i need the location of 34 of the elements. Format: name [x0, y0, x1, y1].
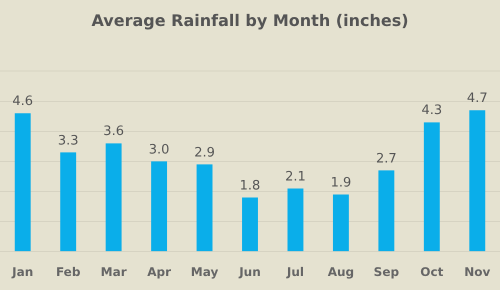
bar [288, 188, 304, 252]
x-tick-label: Feb [56, 264, 81, 279]
x-tick-label: Nov [464, 264, 491, 279]
data-label: 3.3 [58, 133, 79, 148]
bar [60, 152, 76, 252]
bar [242, 197, 258, 252]
x-tick-label: Sep [374, 264, 400, 279]
data-label: 4.7 [466, 91, 488, 106]
bar [378, 170, 394, 252]
data-label: 4.6 [12, 94, 34, 110]
data-label: 2.7 [376, 151, 397, 166]
data-label: 1.9 [330, 175, 352, 190]
data-label: 3.6 [103, 124, 124, 140]
bar [332, 194, 349, 252]
x-tick-label: Jun [238, 264, 261, 279]
bar [151, 161, 168, 252]
bar [14, 113, 31, 252]
data-label: 1.8 [240, 178, 260, 194]
x-tick-label: Oct [420, 264, 444, 279]
x-tick-label: Jul [286, 264, 304, 279]
x-tick-label: Aug [328, 264, 354, 279]
data-label: 4.3 [421, 103, 442, 118]
bar [424, 122, 440, 252]
x-tick-label: Apr [147, 264, 172, 279]
data-label: 2.1 [285, 169, 306, 184]
chart-title: Average Rainfall by Month (inches) [91, 10, 409, 30]
bar [106, 143, 122, 252]
bar [469, 110, 486, 252]
x-tick-label: May [190, 264, 218, 279]
x-tick-label: Jan [11, 264, 34, 279]
bar [196, 164, 212, 252]
data-label: 2.9 [194, 145, 215, 160]
x-tick-label: Mar [100, 264, 127, 279]
data-label: 3.0 [148, 142, 170, 158]
